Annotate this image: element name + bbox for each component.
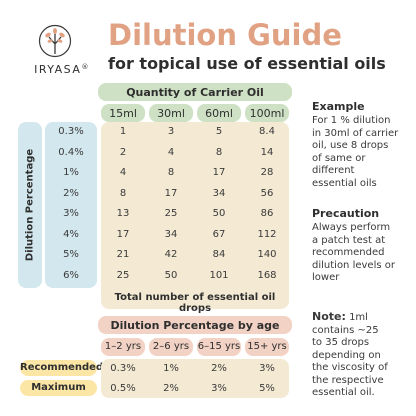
drops-cell: 5 [215,126,223,137]
maximum-label-pill [20,380,97,396]
drops-cell: 86 [260,208,274,219]
drops-cell: 25 [116,269,130,281]
age-col-label: 6–15 yrs [197,341,241,352]
drops-cell: 67 [212,228,226,240]
col-label: 100ml [249,107,285,120]
col-label: 30ml [157,107,185,120]
carrier-oil-header [98,83,292,101]
drops-cell: 2 [119,146,127,158]
age-pct-cell: 0.5% [110,383,136,394]
drops-cell: 34 [212,187,226,199]
page-subtitle: for topical use of essential oils [108,54,386,73]
dilution-pct-cell: 4% [63,228,79,240]
age-col-label: 15+ yrs [247,341,287,352]
dilution-pct-cell: 1% [63,167,79,178]
age-pct-cell: 5% [259,383,275,394]
age-col-2-6 [149,338,193,356]
table-footer: Total number of essential oil drops [114,292,276,314]
age-pct-cell: 3% [259,363,275,374]
drops-cell: 84 [212,249,226,260]
dilution-pct-cell: 6% [63,269,79,281]
note-title: Note: [312,310,346,323]
col-header-30ml [149,104,193,122]
drops-cell: 112 [257,228,277,240]
age-header-label: Dilution Percentage by age [110,319,280,332]
recommended-label-pill [20,360,97,376]
drops-cell: 168 [257,269,277,281]
col-label: 15ml [109,107,137,120]
col-header-15ml [101,104,145,122]
precaution-title: Precaution [312,207,380,220]
drops-cell: 4 [119,167,127,178]
age-col-15plus [245,338,289,356]
drops-grid [101,122,289,309]
age-col-1-2 [101,338,145,356]
drops-cell: 25 [164,208,178,219]
note-text: Note: 1ml contains ~25 to 35 drops dependi… [312,310,388,398]
example-title: Example [312,100,365,113]
precaution-text: Always perform a patch test at recommended… [312,222,395,283]
col-label: 60ml [205,107,233,120]
age-values-grid [101,359,289,398]
page-title: Dilution Guide [108,18,342,52]
drops-cell: 3 [167,126,175,137]
age-pct-cell: 2% [163,383,179,394]
dilution-pct-cell: 3% [63,208,79,219]
drops-cell: 42 [164,249,178,260]
dilution-pct-cell: 0.3% [58,126,84,137]
drops-cell: 21 [116,249,130,260]
drops-cell: 8.4 [259,126,275,137]
age-pct-cell: 3% [211,383,227,394]
age-pct-cell: 0.3% [110,363,136,374]
drops-cell: 8 [119,187,127,199]
pct-column [45,122,97,288]
example-text: For 1 % dilution in 30ml of carrier oil, u… [312,115,399,189]
age-pct-cell: 2% [211,363,227,374]
carrier-oil-header-label: Quantity of Carrier Oil [126,86,264,99]
drops-cell: 8 [215,146,223,158]
drops-cell: 13 [116,208,130,219]
drops-cell: 17 [212,167,226,178]
drops-cell: 28 [260,167,274,178]
dilution-pct-cell: 0.4% [58,146,84,158]
brand-name: IRYASA® [34,63,90,76]
tree-leaves-icon [38,24,72,58]
drops-cell: 14 [260,146,274,158]
drops-cell: 50 [164,269,178,281]
dilution-pct-cell: 2% [63,187,79,199]
maximum-label: Maximum [31,382,86,393]
col-header-100ml [245,104,289,122]
drops-cell: 1 [119,126,127,137]
drops-cell: 17 [116,228,130,240]
drops-cell: 34 [164,228,178,240]
age-header [98,316,292,334]
recommended-label: Recommended [20,362,104,373]
age-col-label: 2–6 yrs [152,341,190,352]
dilution-percentage-label: Dilution Percentage [18,122,42,288]
drops-cell: 140 [257,249,277,260]
drops-cell: 8 [167,167,175,178]
dilution-pct-cell: 5% [63,249,79,260]
drops-cell: 4 [167,146,175,158]
col-header-60ml [197,104,241,122]
drops-cell: 50 [212,208,226,219]
drops-cell: 17 [164,187,178,199]
age-col-label: 1–2 yrs [104,341,142,352]
age-pct-cell: 1% [163,363,179,374]
age-col-6-15 [197,338,241,356]
drops-cell: 101 [209,269,229,281]
drops-cell: 56 [260,187,274,199]
